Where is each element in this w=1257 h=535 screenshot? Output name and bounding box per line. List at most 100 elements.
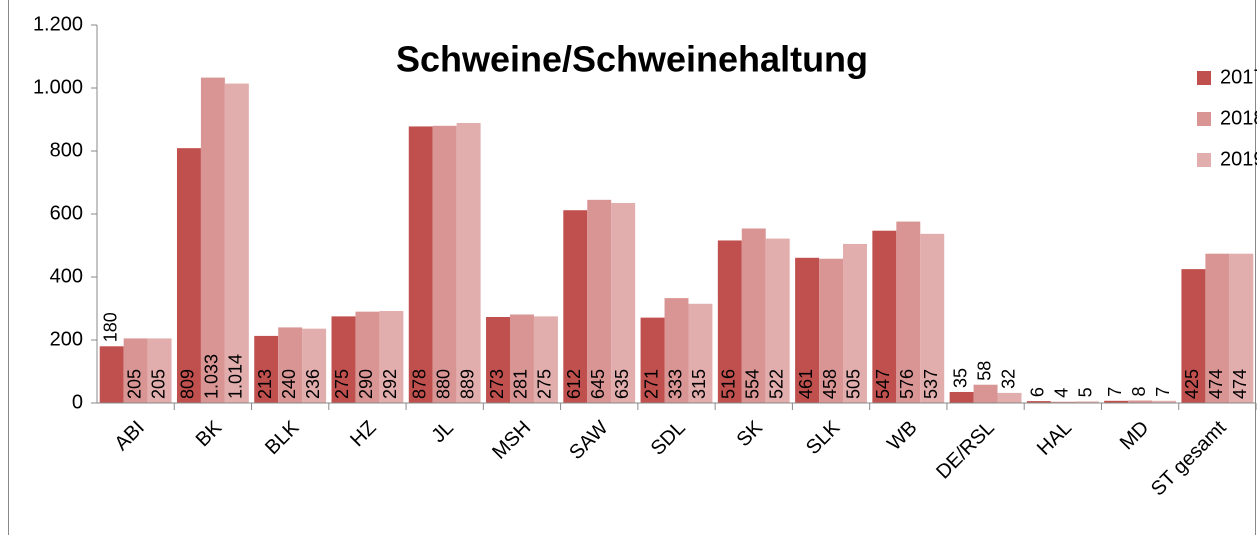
value-label: 4 xyxy=(1052,388,1072,398)
bar xyxy=(973,384,998,403)
value-label: 5 xyxy=(1076,387,1096,397)
value-label: 290 xyxy=(356,369,376,399)
bar xyxy=(741,228,766,403)
value-label: 315 xyxy=(689,369,709,399)
bar xyxy=(456,122,481,403)
bar xyxy=(587,199,612,403)
value-label: 645 xyxy=(588,369,608,399)
value-label: 7 xyxy=(1105,387,1125,397)
y-tick-label: 200 xyxy=(50,328,83,350)
bar xyxy=(1050,401,1075,403)
value-label: 271 xyxy=(641,369,661,399)
value-label: 461 xyxy=(796,369,816,399)
bar xyxy=(1181,269,1206,403)
chart-title: Schweine/Schweinehaltung xyxy=(396,39,868,80)
value-label: 878 xyxy=(409,369,429,399)
value-label: 281 xyxy=(511,369,531,399)
value-label: 6 xyxy=(1028,387,1048,397)
value-label: 612 xyxy=(564,369,584,399)
value-label: 7 xyxy=(1153,387,1173,397)
bar xyxy=(379,311,404,403)
bar xyxy=(843,243,867,403)
value-label: 333 xyxy=(665,369,685,399)
bar xyxy=(920,233,945,403)
bar xyxy=(872,230,897,403)
bar xyxy=(765,238,790,403)
bar xyxy=(563,210,588,403)
bar xyxy=(1229,253,1254,403)
value-label: 180 xyxy=(100,312,120,342)
legend-swatch xyxy=(1197,153,1211,167)
bar xyxy=(717,240,742,403)
value-label: 275 xyxy=(332,369,352,399)
value-label: 1.014 xyxy=(226,354,246,399)
value-label: 537 xyxy=(921,369,941,399)
bar xyxy=(1104,400,1129,403)
legend-swatch xyxy=(1197,71,1211,85)
bar xyxy=(509,314,534,403)
value-label: 505 xyxy=(844,369,864,399)
bar xyxy=(99,346,124,403)
bar xyxy=(1205,253,1230,403)
legend-swatch xyxy=(1197,112,1211,126)
bar xyxy=(795,257,820,403)
bar xyxy=(147,338,172,403)
bar xyxy=(224,83,249,403)
legend-label: 2018 xyxy=(1220,107,1257,129)
value-label: 474 xyxy=(1206,369,1226,399)
value-label: 425 xyxy=(1182,369,1202,399)
value-label: 273 xyxy=(487,369,507,399)
value-label: 880 xyxy=(433,369,453,399)
value-label: 35 xyxy=(950,368,970,388)
value-label: 8 xyxy=(1129,386,1149,396)
value-label: 516 xyxy=(719,369,739,399)
value-label: 213 xyxy=(255,369,275,399)
value-label: 240 xyxy=(279,369,299,399)
y-tick-label: 1.000 xyxy=(33,76,83,98)
y-tick-label: 800 xyxy=(50,139,83,161)
bar xyxy=(408,126,433,404)
value-label: 809 xyxy=(178,369,198,399)
bar xyxy=(278,327,303,403)
legend-label: 2017 xyxy=(1220,66,1257,88)
value-label: 1.033 xyxy=(202,354,222,399)
bar xyxy=(997,392,1022,403)
bar xyxy=(1128,400,1153,403)
value-label: 635 xyxy=(612,369,632,399)
value-label: 32 xyxy=(998,369,1018,389)
bar xyxy=(432,125,457,404)
bar xyxy=(664,298,689,403)
bar xyxy=(1152,400,1177,403)
bar xyxy=(123,338,148,403)
value-label: 275 xyxy=(535,369,555,399)
y-tick-label: 0 xyxy=(72,391,83,413)
bar xyxy=(1026,401,1051,403)
value-label: 205 xyxy=(148,369,168,399)
value-label: 474 xyxy=(1230,369,1250,399)
bar xyxy=(640,317,665,403)
legend-label: 2019 xyxy=(1220,148,1257,170)
value-label: 236 xyxy=(303,369,323,399)
y-tick-label: 400 xyxy=(50,265,83,287)
bar xyxy=(1074,401,1099,403)
y-tick-label: 600 xyxy=(50,202,83,224)
value-label: 205 xyxy=(124,369,144,399)
bar xyxy=(688,303,713,403)
bar xyxy=(355,311,380,403)
bar xyxy=(896,221,921,403)
bar xyxy=(176,148,201,403)
bar xyxy=(486,317,510,403)
value-label: 576 xyxy=(897,369,917,399)
value-label: 889 xyxy=(457,369,477,399)
y-tick-label: 1.200 xyxy=(33,13,83,35)
bar xyxy=(254,335,279,403)
bar xyxy=(302,328,327,403)
value-label: 522 xyxy=(766,369,786,399)
bar xyxy=(819,258,844,403)
bar xyxy=(331,316,356,403)
value-label: 458 xyxy=(820,369,840,399)
bar xyxy=(200,77,225,403)
value-label: 554 xyxy=(743,369,763,399)
value-label: 292 xyxy=(380,369,400,399)
